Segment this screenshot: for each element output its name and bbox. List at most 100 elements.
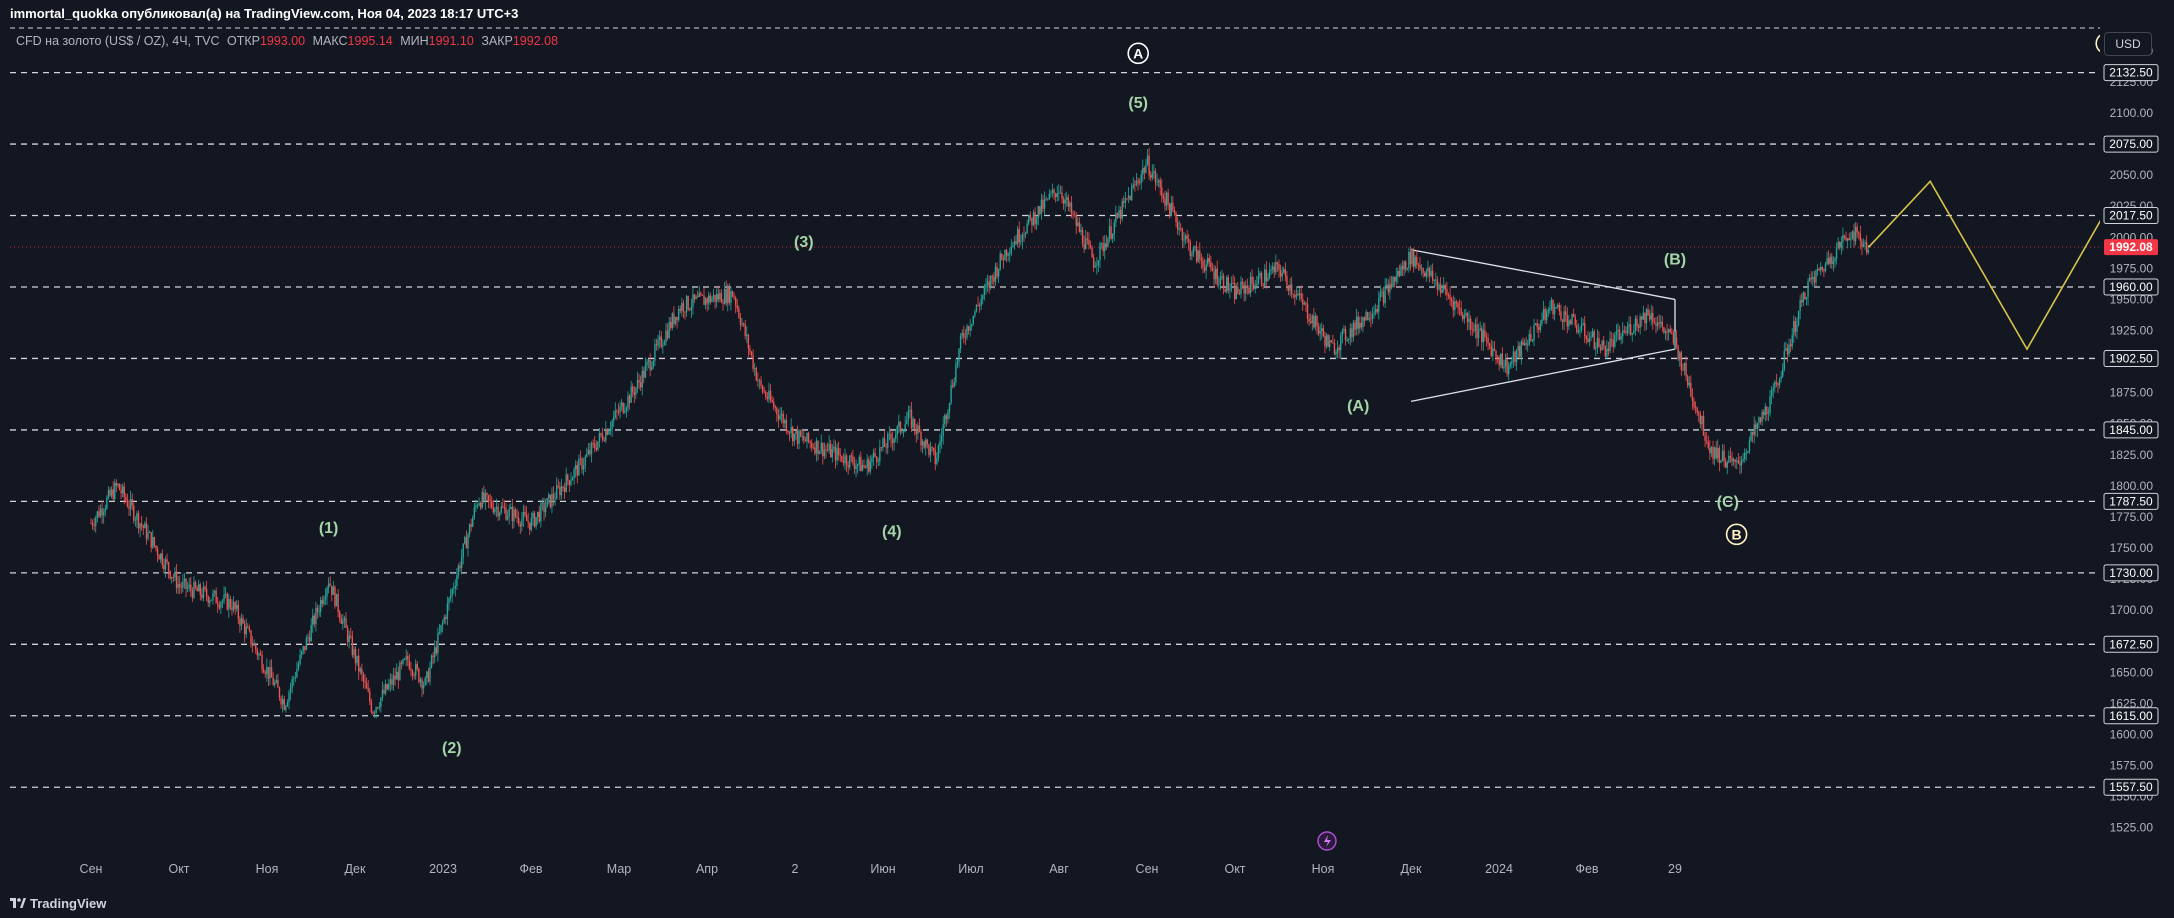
candle-body xyxy=(855,465,857,469)
candle-body xyxy=(1843,235,1846,238)
candle-body xyxy=(1512,351,1515,362)
candle-body xyxy=(1775,381,1778,384)
candle-body xyxy=(155,545,157,549)
candle-body xyxy=(1051,189,1054,194)
candle-body xyxy=(1227,277,1230,291)
candle-body xyxy=(96,511,99,518)
candle-body xyxy=(261,655,263,670)
candle-body xyxy=(454,586,457,589)
candle-body xyxy=(788,432,791,434)
candle-body xyxy=(598,433,601,442)
candle-body xyxy=(1336,347,1339,353)
candle-body xyxy=(1400,266,1402,276)
candle-body xyxy=(817,440,819,454)
candle-body xyxy=(799,430,802,437)
candle-body xyxy=(1431,270,1434,281)
candle-body xyxy=(1777,383,1779,385)
candle-body xyxy=(1721,450,1724,461)
candle-body xyxy=(1747,451,1749,453)
currency-button[interactable]: USD xyxy=(2104,32,2152,56)
candle-body xyxy=(1382,291,1385,304)
candle-body xyxy=(109,490,111,496)
candle-body xyxy=(248,627,251,631)
candle-body xyxy=(1544,308,1546,321)
candle-body xyxy=(1690,382,1692,397)
candle-body xyxy=(479,502,482,508)
candle-body xyxy=(399,662,401,681)
candle-body xyxy=(945,415,948,420)
candle-body xyxy=(1135,180,1138,185)
candle-body xyxy=(1148,155,1150,176)
time-tick-label: Фев xyxy=(519,862,542,876)
candle-body xyxy=(812,447,815,449)
candle-body xyxy=(1132,184,1134,188)
candle-body xyxy=(1340,335,1342,351)
candle-body xyxy=(163,565,165,570)
price-tick-label: 1925.00 xyxy=(2110,323,2154,337)
candles xyxy=(90,147,1869,719)
candle-body xyxy=(609,428,612,431)
candle-body xyxy=(228,598,230,610)
candle-body xyxy=(1341,330,1344,336)
level-price-label: 1672.50 xyxy=(2109,637,2153,651)
symbol-name[interactable]: CFD на золото (US$ / OZ), 4Ч, TVC xyxy=(16,34,220,48)
candle-body xyxy=(541,502,544,504)
candle-body xyxy=(473,507,476,518)
candle-body xyxy=(825,449,827,451)
candle-body xyxy=(126,500,129,507)
candle-body xyxy=(267,666,270,679)
price-axis[interactable]: 2150.002125.002100.002075.002050.002025.… xyxy=(2100,26,2174,856)
candle-body xyxy=(1770,390,1773,396)
candle-body xyxy=(1278,263,1280,271)
candle-body xyxy=(247,626,249,628)
candle-body xyxy=(1848,238,1850,241)
wave-label: (B) xyxy=(1664,251,1686,268)
time-tick-label: Июн xyxy=(870,862,895,876)
candle-body xyxy=(887,434,889,448)
candle-body xyxy=(372,712,374,714)
candle-body xyxy=(926,439,929,445)
candle-body xyxy=(262,669,265,673)
candle-body xyxy=(291,678,293,688)
tradingview-brand[interactable]: TradingView xyxy=(30,896,107,911)
candle-body xyxy=(1085,238,1087,250)
candle-body xyxy=(147,532,149,539)
candle-body xyxy=(186,587,189,589)
candle-body xyxy=(1755,424,1757,429)
candle-body xyxy=(657,339,659,346)
candle-body xyxy=(552,493,555,500)
candle-body xyxy=(617,411,620,413)
candle-body xyxy=(1401,266,1404,270)
candle-body xyxy=(498,512,501,517)
candle-body xyxy=(818,451,821,454)
candle-body xyxy=(1104,243,1106,252)
candle-body xyxy=(1656,322,1659,326)
candle-body xyxy=(331,585,333,595)
candle-body xyxy=(242,617,244,624)
candle-body xyxy=(1351,328,1353,337)
candle-body xyxy=(1218,283,1220,285)
candle-body xyxy=(1069,202,1071,207)
candle-body xyxy=(1390,283,1393,287)
candle-body xyxy=(1116,213,1119,218)
candle-body xyxy=(1454,301,1456,310)
candle-body xyxy=(1251,276,1253,284)
candle-body xyxy=(1831,256,1833,264)
candle-body xyxy=(326,587,328,597)
candle-body xyxy=(1417,264,1420,266)
candle-body xyxy=(868,459,870,472)
candle-body xyxy=(494,508,496,513)
candle-body xyxy=(237,605,240,620)
candle-body xyxy=(1514,351,1516,363)
candle-body xyxy=(324,596,327,600)
candle-body xyxy=(1709,448,1711,454)
candle-body xyxy=(1488,343,1491,347)
time-axis[interactable]: Сен Окт Ноя Дек 2023 Фев Мар Апр 2 Июн Июл Авг Сен Ок… xyxy=(80,862,1682,876)
candle-body xyxy=(544,507,547,513)
candle-body xyxy=(1097,260,1100,266)
candle-body xyxy=(763,391,765,393)
candle-body xyxy=(875,456,878,462)
candle-body xyxy=(849,455,851,468)
candle-body xyxy=(1091,247,1093,258)
